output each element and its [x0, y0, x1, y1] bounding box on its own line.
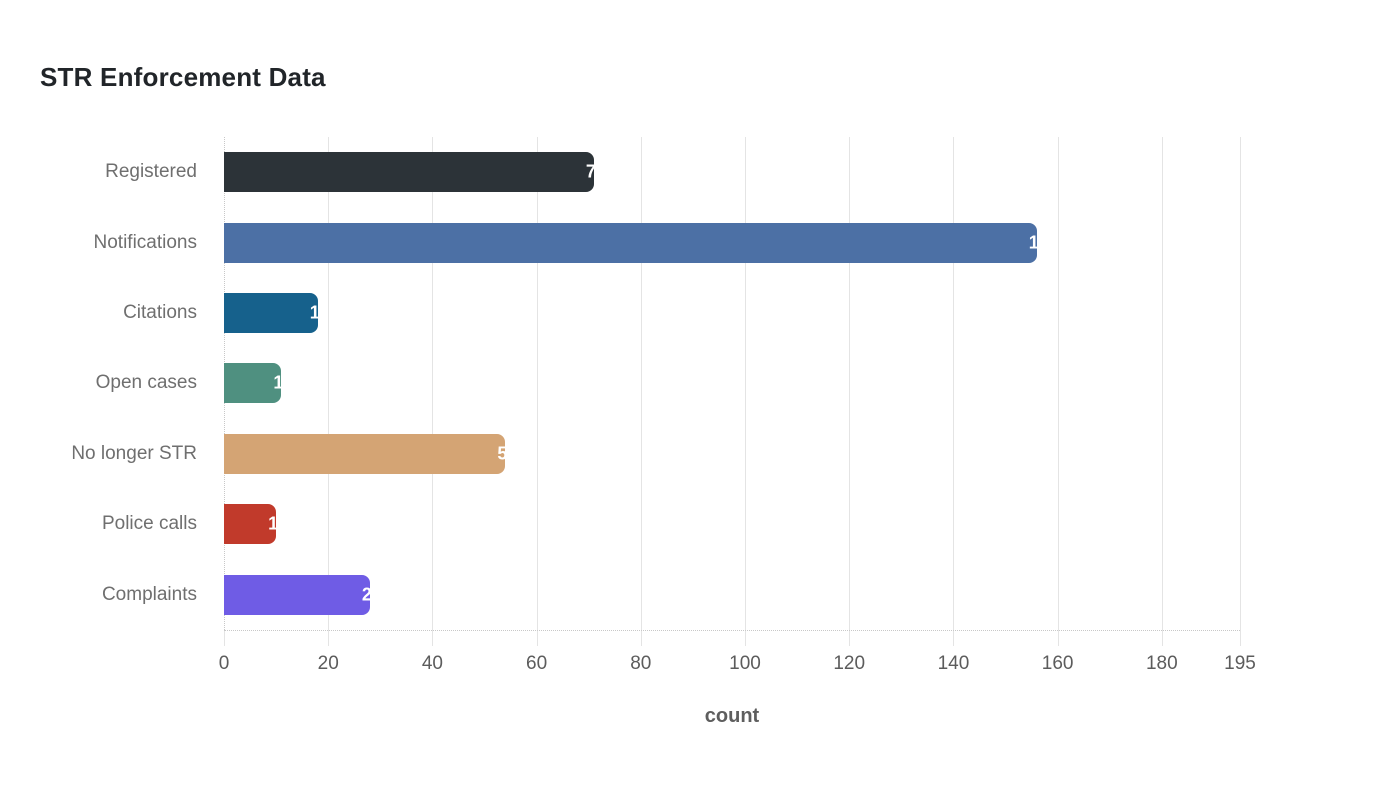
- x-tick-label-180: 180: [1145, 653, 1178, 674]
- gridline-160: [1057, 137, 1059, 646]
- bar-value-label: 18: [309, 302, 318, 323]
- category-label-no-longer-str: No longer STR: [71, 442, 197, 464]
- bar-row-registered: 71: [224, 137, 1240, 207]
- x-axis-line: [224, 630, 1240, 631]
- gridline-195: [1240, 137, 1241, 646]
- x-tick-label-120: 120: [833, 653, 866, 674]
- bar-open-cases: 11: [224, 363, 282, 404]
- bar-value-label: 71: [585, 161, 594, 182]
- bar-no-longer-str: 54: [224, 433, 506, 474]
- bar-notifications: 156: [224, 222, 1037, 263]
- x-tick-label-0: 0: [218, 653, 230, 674]
- bar-row-no-longer-str: 54: [224, 419, 1240, 489]
- x-tick-label-100: 100: [729, 653, 761, 674]
- x-tick-label-20: 20: [317, 653, 339, 674]
- category-label-complaints: Complaints: [101, 583, 197, 605]
- bar-citations: 18: [224, 293, 318, 334]
- x-tick-label-160: 160: [1041, 653, 1074, 674]
- x-tick-label-40: 40: [421, 653, 443, 674]
- x-tick-label-195: 195: [1224, 653, 1256, 674]
- x-tick-label-60: 60: [526, 653, 548, 674]
- category-label-open-cases: Open cases: [95, 372, 197, 394]
- bar-row-open-cases: 11: [224, 348, 1240, 418]
- bar-complaints: 28: [224, 574, 370, 615]
- category-label-notifications: Notifications: [93, 231, 198, 253]
- bar-value-label: 54: [497, 443, 506, 464]
- gridline-140: [953, 137, 955, 646]
- bar-row-complaints: 28: [224, 560, 1240, 630]
- x-axis-tick-labels: 0 20 40 60 80 100 120 140 160 180 195: [219, 653, 1256, 677]
- bar-row-notifications: 156: [224, 207, 1240, 277]
- tick-stub-0: [224, 630, 225, 646]
- chart-title: STR Enforcement Data: [40, 62, 326, 92]
- gridline-20: [328, 137, 330, 646]
- bar-value-label: 11: [273, 372, 282, 393]
- plot-area: Registered Notifications Citations Open cas…: [71, 137, 1256, 727]
- bar-row-citations: 18: [224, 278, 1240, 348]
- category-label-citations: Citations: [123, 302, 197, 324]
- gridline-120: [849, 137, 851, 646]
- bar-value-label: 10: [268, 513, 277, 534]
- gridline-180: [1161, 137, 1163, 646]
- bar-row-police-calls: 10: [224, 489, 1240, 559]
- x-tick-label-140: 140: [937, 653, 970, 674]
- gridline-40: [432, 137, 434, 646]
- category-label-registered: Registered: [105, 161, 197, 183]
- bar-series: 71 156 18 11 54 10 28: [224, 137, 1240, 630]
- bar-value-label: 156: [1028, 232, 1037, 253]
- x-axis-title: count: [704, 705, 760, 727]
- gridline-80: [640, 137, 642, 646]
- gridline-60: [536, 137, 538, 646]
- bar-registered: 71: [224, 152, 594, 193]
- category-label-police-calls: Police calls: [101, 513, 197, 535]
- bar-police-calls: 10: [224, 504, 277, 545]
- x-tick-label-80: 80: [630, 653, 652, 674]
- bar-value-label: 28: [361, 584, 370, 605]
- gridline-100: [745, 137, 747, 646]
- y-axis-labels: Registered Notifications Citations Open cas…: [0, 137, 197, 630]
